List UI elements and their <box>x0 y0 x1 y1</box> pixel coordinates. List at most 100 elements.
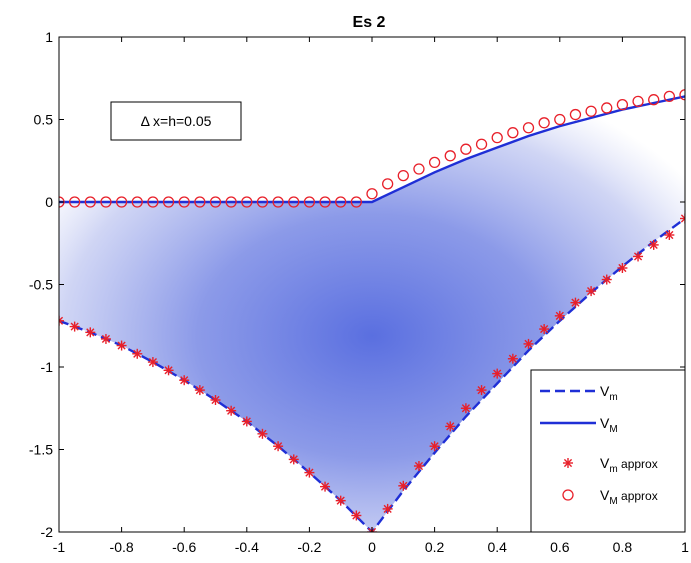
x-tick-label: 0.6 <box>550 539 570 555</box>
data-point-star <box>570 297 581 308</box>
data-point-circle <box>413 163 425 175</box>
fill-region <box>59 96 685 532</box>
legend-label: Vm <box>600 383 618 403</box>
data-point-star <box>633 251 644 262</box>
data-point-circle <box>554 113 566 126</box>
data-point-circle <box>225 196 237 208</box>
legend-star-sample <box>563 458 573 468</box>
data-point-star <box>507 353 518 364</box>
data-point-star <box>617 263 628 273</box>
data-point-circle <box>648 94 660 106</box>
data-point-star <box>163 365 174 376</box>
data-point-circle <box>475 138 488 150</box>
data-point-circle <box>84 196 96 208</box>
annotation-box: Δ x=h=0.05 <box>110 101 242 141</box>
data-point-star <box>601 274 612 285</box>
data-point-circle <box>381 178 394 190</box>
data-point-circle <box>585 105 597 117</box>
data-point-star <box>59 315 64 326</box>
data-point-star <box>241 416 252 427</box>
x-tick-label: 0.2 <box>425 539 445 555</box>
data-point-circle <box>444 150 456 162</box>
x-tick-label: 1 <box>681 539 689 555</box>
data-point-circle <box>616 99 629 111</box>
data-point-circle <box>241 196 253 208</box>
data-point-star <box>492 368 503 379</box>
annotation-text: Δ x=h=0.05 <box>141 113 212 129</box>
data-point-star <box>382 503 393 514</box>
legend-items: Vm VM Vm approx VM approx <box>540 383 658 507</box>
data-point-star <box>523 338 534 349</box>
legend-circle-sample <box>562 489 574 501</box>
data-point-circle <box>632 95 644 107</box>
y-tick-label: -1.5 <box>29 442 53 458</box>
data-point-circle <box>131 196 143 208</box>
data-point-circle <box>288 196 300 208</box>
data-point-star <box>648 239 659 250</box>
data-point-circle <box>209 196 222 208</box>
data-point-circle <box>335 196 347 208</box>
data-point-circle <box>147 196 159 208</box>
data-point-star <box>100 333 111 344</box>
data-point-star <box>320 481 331 492</box>
data-point-star <box>460 403 471 414</box>
data-point-star <box>116 340 127 351</box>
legend-label: VM approx <box>600 487 658 507</box>
data-point-circle <box>428 156 441 169</box>
data-point-star <box>273 441 284 452</box>
data-point-star <box>147 357 158 368</box>
x-tick-label: -0.2 <box>297 539 321 555</box>
data-point-circle <box>178 196 190 208</box>
data-point-star <box>413 461 424 471</box>
y-tick-label: 0 <box>45 194 53 210</box>
data-point-circle <box>272 196 284 208</box>
data-point-circle <box>538 117 550 129</box>
data-point-star <box>257 428 268 439</box>
data-point-star <box>288 454 299 465</box>
y-tick-label: 1 <box>45 29 53 45</box>
data-point-circle <box>69 196 81 208</box>
legend: Vm VM Vm approx VM approx <box>530 369 686 533</box>
x-tick-label: 0 <box>368 539 376 555</box>
data-point-circle <box>350 196 363 208</box>
legend-label: VM <box>600 415 618 435</box>
data-point-star <box>179 375 190 386</box>
data-point-circle <box>162 196 175 208</box>
ticks-layer: -1 -0.8 -0.6 -0.4 -0.2 0 0.2 0.4 0.6 0.8 1 -2 -1.5 -1… <box>29 29 689 555</box>
data-point-circle <box>507 127 519 139</box>
data-point-circle <box>569 108 582 121</box>
data-point-star <box>85 327 96 338</box>
data-point-star <box>351 510 362 521</box>
data-point-star <box>680 213 685 224</box>
x-tick-label: 0.4 <box>487 539 507 555</box>
data-point-star <box>429 441 440 452</box>
x-tick-label: 0.8 <box>613 539 633 555</box>
data-point-star <box>226 405 237 416</box>
data-point-circle <box>194 196 206 208</box>
legend-label: Vm approx <box>600 455 658 475</box>
data-point-circle <box>256 196 269 208</box>
data-point-circle <box>491 131 503 144</box>
series-layer <box>59 89 685 532</box>
x-tick-label: -1 <box>53 539 66 555</box>
data-point-circle <box>601 102 613 114</box>
data-point-star <box>476 385 487 396</box>
x-tick-label: -0.6 <box>172 539 196 555</box>
data-point-circle <box>100 196 112 208</box>
data-point-star <box>664 230 675 240</box>
data-point-star <box>304 467 315 478</box>
data-point-circle <box>679 89 685 101</box>
plot-area <box>59 89 685 532</box>
data-point-circle <box>303 196 316 208</box>
data-point-star <box>554 310 565 321</box>
y-tick-label: -1 <box>41 359 54 375</box>
data-point-star <box>210 395 221 405</box>
data-point-star <box>586 286 597 297</box>
data-point-circle <box>522 122 535 134</box>
y-tick-label: -0.5 <box>29 277 53 293</box>
chart-title: Es 2 <box>353 14 386 31</box>
data-point-circle <box>115 196 128 208</box>
data-point-star <box>398 480 409 491</box>
data-point-circle <box>397 169 409 182</box>
